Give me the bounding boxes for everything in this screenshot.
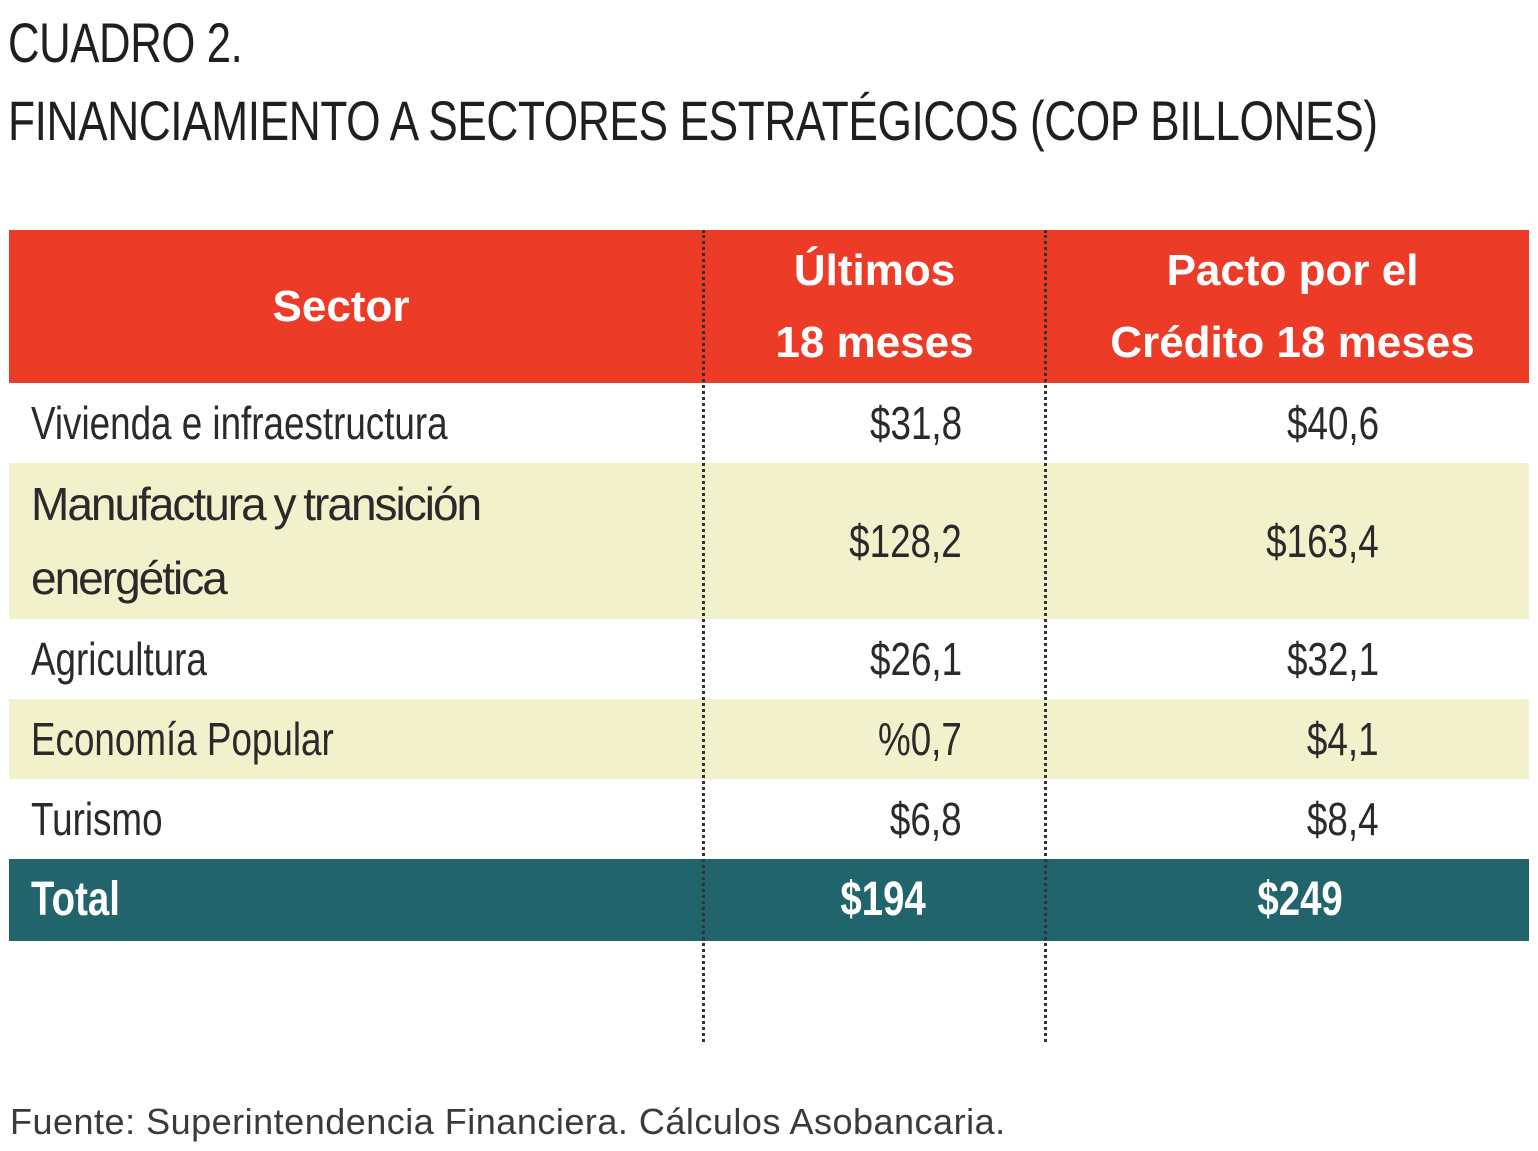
sector-cell: Vivienda e infraestructura — [9, 383, 703, 463]
total-pacto-cell: $249 — [1046, 859, 1529, 941]
sector-label: Manufactura y transición energética — [31, 478, 482, 604]
sector-label: Turismo — [31, 793, 163, 845]
sector-cell: Agricultura — [9, 619, 703, 699]
ultimos-value: %0,7 — [878, 713, 962, 765]
table-row: Agricultura $26,1 $32,1 — [9, 619, 1529, 699]
sector-cell: Manufactura y transición energética — [9, 463, 703, 619]
pacto-cell: $8,4 — [1046, 779, 1529, 859]
ultimos-cell: $31,8 — [703, 383, 1046, 463]
ultimos-value: $26,1 — [869, 633, 962, 685]
ultimos-cell: $6,8 — [703, 779, 1046, 859]
header-pacto: Pacto por el Crédito 18 meses — [1046, 230, 1529, 383]
sector-label: Economía Popular — [31, 713, 334, 765]
table-row: Vivienda e infraestructura $31,8 $40,6 — [9, 383, 1529, 463]
table-row: Turismo $6,8 $8,4 — [9, 779, 1529, 859]
sector-cell: Economía Popular — [9, 699, 703, 779]
source-note: Fuente: Superintendencia Financiera. Cál… — [10, 1101, 1006, 1142]
pacto-value: $8,4 — [1307, 793, 1379, 845]
total-ultimos-value: $194 — [840, 873, 926, 926]
financing-table: Sector Últimos 18 meses Pacto por el Cré… — [9, 230, 1529, 941]
pacto-cell: $4,1 — [1046, 699, 1529, 779]
total-label: Total — [31, 873, 120, 926]
header-ultimos: Últimos 18 meses — [703, 230, 1046, 383]
sector-cell: Turismo — [9, 779, 703, 859]
ultimos-value: $31,8 — [869, 397, 962, 449]
total-pacto-value: $249 — [1257, 873, 1343, 926]
header-ultimos-line2: 18 meses — [775, 317, 974, 367]
pacto-value: $32,1 — [1286, 633, 1379, 685]
ultimos-value: $128,2 — [849, 515, 962, 567]
table-row: Manufactura y transición energética $128… — [9, 463, 1529, 619]
column-divider — [702, 230, 705, 1042]
table-total-row: Total $194 $249 — [9, 859, 1529, 941]
pacto-cell: $32,1 — [1046, 619, 1529, 699]
ultimos-value: $6,8 — [890, 793, 962, 845]
table-row: Economía Popular %0,7 $4,1 — [9, 699, 1529, 779]
column-divider — [1044, 230, 1047, 1042]
header-ultimos-line1: Últimos — [793, 245, 956, 295]
header-sector-label: Sector — [272, 281, 410, 331]
pacto-cell: $163,4 — [1046, 463, 1529, 619]
ultimos-cell: $128,2 — [703, 463, 1046, 619]
pacto-value: $163,4 — [1266, 515, 1379, 567]
header-pacto-line2: Crédito 18 meses — [1110, 317, 1475, 367]
header-sector: Sector — [9, 230, 703, 383]
table-number: CUADRO 2. — [8, 11, 243, 74]
header-pacto-line1: Pacto por el — [1166, 245, 1419, 295]
table-title: FINANCIAMIENTO A SECTORES ESTRATÉGICOS (… — [8, 89, 1378, 152]
pacto-value: $40,6 — [1286, 397, 1379, 449]
pacto-cell: $40,6 — [1046, 383, 1529, 463]
pacto-value: $4,1 — [1307, 713, 1379, 765]
sector-label: Agricultura — [31, 633, 207, 685]
table-header-row: Sector Últimos 18 meses Pacto por el Cré… — [9, 230, 1529, 383]
total-ultimos-cell: $194 — [703, 859, 1046, 941]
ultimos-cell: %0,7 — [703, 699, 1046, 779]
total-label-cell: Total — [9, 859, 703, 941]
ultimos-cell: $26,1 — [703, 619, 1046, 699]
sector-label: Vivienda e infraestructura — [31, 397, 448, 449]
